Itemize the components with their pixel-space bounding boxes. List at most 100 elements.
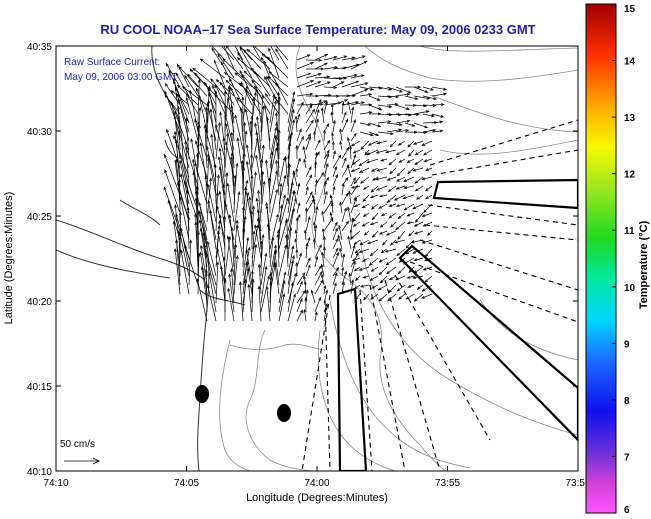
current-vector: [224, 132, 230, 169]
colorbar-tick-label: 9: [624, 339, 630, 350]
current-vector: [296, 80, 315, 88]
current-vector: [185, 145, 199, 187]
current-vector: [251, 278, 255, 313]
current-vector: [321, 251, 325, 268]
current-vector: [322, 235, 326, 250]
current-vector: [175, 158, 181, 205]
current-vector: [228, 273, 235, 313]
current-vector: [256, 208, 262, 241]
current-vector: [223, 104, 227, 142]
current-vector: [215, 191, 219, 232]
current-vector: [380, 212, 388, 217]
current-vector: [245, 144, 253, 178]
current-vector: [350, 184, 358, 196]
current-vector: [164, 90, 181, 133]
current-vector: [212, 84, 226, 115]
current-vector: [305, 119, 314, 133]
current-vector: [207, 153, 217, 196]
current-vector: [416, 194, 424, 200]
current-vector: [362, 185, 370, 190]
radar-range-line: [359, 289, 373, 471]
current-vector: [287, 170, 296, 205]
current-vector: [245, 248, 253, 286]
current-vector: [278, 194, 286, 223]
current-vector: [370, 293, 379, 300]
current-vector: [365, 158, 379, 164]
current-vector: [236, 57, 262, 79]
current-vector: [330, 131, 334, 142]
current-vector: [278, 279, 286, 313]
current-vector: [421, 293, 433, 299]
current-vector: [250, 174, 254, 214]
current-vector: [384, 149, 397, 154]
current-vector: [296, 182, 301, 196]
bathymetry-contour: [229, 343, 326, 351]
current-vector: [369, 275, 379, 281]
current-vector: [354, 248, 361, 254]
current-vector: [269, 244, 277, 277]
current-vector: [305, 73, 323, 79]
colorbar-label: Temperature (°C): [638, 220, 650, 309]
current-vector: [264, 159, 271, 196]
current-vector: [395, 92, 411, 97]
current-vector: [206, 102, 217, 142]
radar-range-line: [431, 149, 578, 176]
current-vector: [360, 140, 370, 150]
current-vector: [332, 154, 342, 169]
current-vector: [422, 86, 435, 91]
current-vector: [195, 140, 208, 178]
radar-range-line: [301, 294, 331, 471]
x-tick-label: 73:55: [435, 478, 460, 489]
bathymetry-contour: [318, 329, 396, 471]
current-vector: [412, 203, 424, 210]
current-vector: [210, 78, 226, 97]
current-vector: [273, 261, 280, 295]
current-vector: [332, 282, 337, 295]
current-vector: [332, 81, 345, 88]
current-vector: [186, 93, 199, 115]
current-vector: [260, 170, 265, 205]
current-vector: [367, 239, 379, 245]
current-vector: [287, 281, 294, 313]
current-vector: [422, 128, 437, 133]
current-vector: [303, 308, 307, 322]
current-vector: [359, 239, 370, 246]
current-vector: [275, 46, 289, 61]
current-vector: [339, 128, 343, 142]
current-vector: [214, 94, 235, 115]
current-vector: [390, 239, 397, 246]
current-vector: [270, 46, 280, 61]
current-vector: [372, 176, 379, 181]
current-vector: [350, 119, 356, 133]
current-vector: [242, 85, 249, 124]
current-vector: [323, 180, 327, 196]
current-vector: [305, 67, 325, 71]
current-vector: [275, 48, 289, 70]
current-vector: [376, 140, 388, 145]
current-vector: [224, 122, 235, 160]
current-vector: [257, 285, 262, 322]
current-vector: [224, 202, 235, 241]
current-vector: [305, 102, 324, 106]
current-vector: [406, 212, 415, 217]
current-vector: [363, 230, 370, 236]
current-vector: [184, 117, 190, 160]
current-vector: [287, 207, 295, 241]
current-vector: [260, 180, 266, 214]
y-axis-label: Latitude (Degrees:Minutes): [3, 192, 15, 325]
current-vector: [341, 157, 347, 169]
current-vector: [250, 115, 254, 151]
current-vector: [294, 229, 298, 241]
current-vector: [253, 46, 271, 61]
current-vector: [251, 171, 257, 205]
current-vector: [269, 93, 276, 124]
annotation-line-2: May 09, 2006 03:00 GMT: [64, 72, 177, 83]
current-vector: [388, 212, 397, 219]
current-vector: [407, 140, 415, 148]
current-vector: [204, 106, 208, 151]
current-vector: [194, 221, 199, 268]
current-vector: [260, 252, 268, 286]
current-vector: [230, 105, 235, 142]
current-vector: [388, 158, 397, 166]
current-vector: [287, 190, 295, 223]
